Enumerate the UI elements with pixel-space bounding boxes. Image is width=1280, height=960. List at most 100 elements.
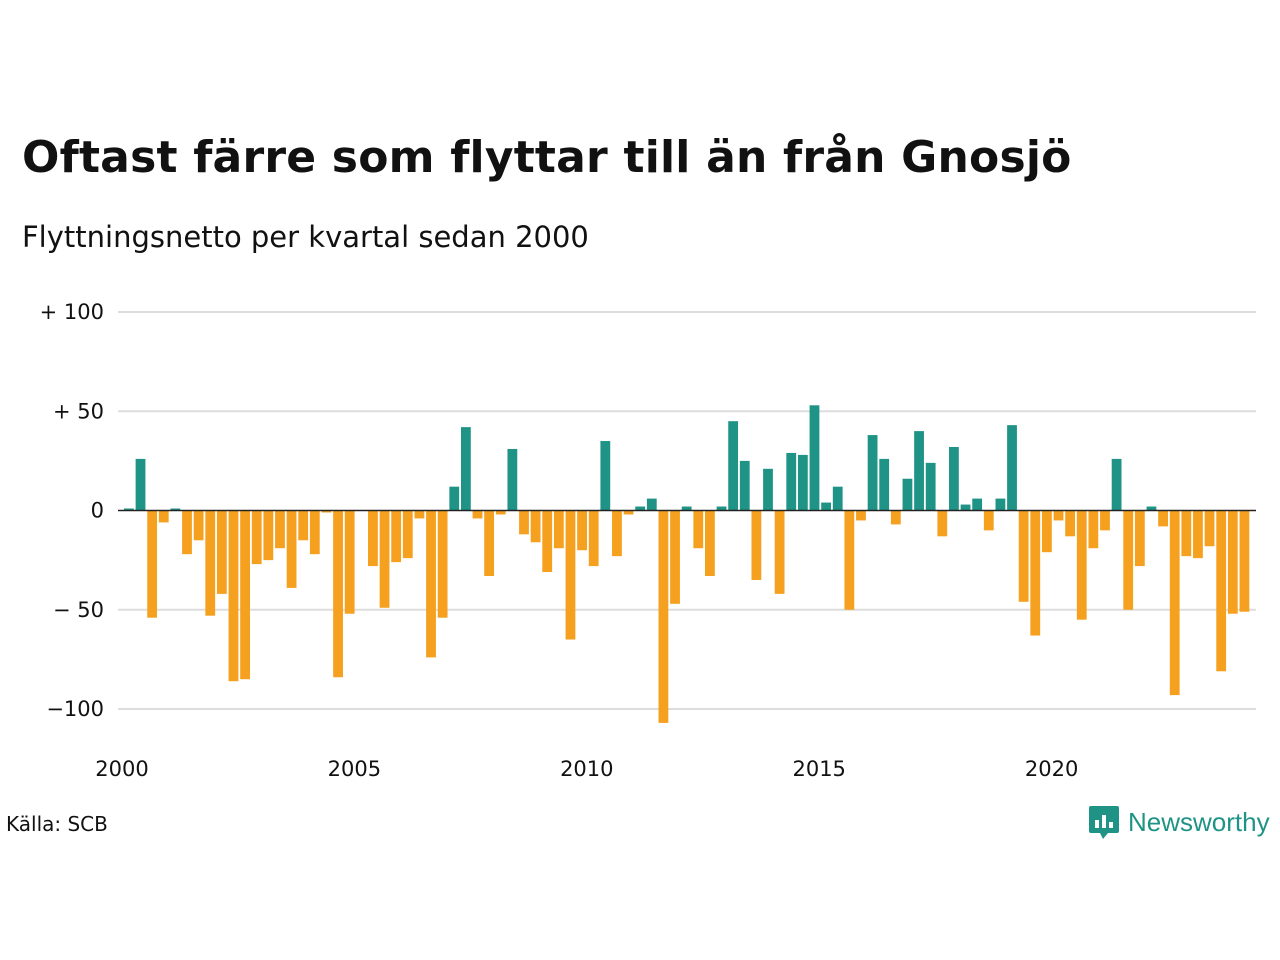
bar [600, 441, 611, 511]
bar [1088, 510, 1099, 549]
bar [426, 510, 436, 658]
bar [414, 510, 425, 519]
bar [1030, 510, 1041, 636]
bar [1076, 510, 1087, 620]
bar [565, 510, 576, 640]
bar [205, 510, 216, 616]
bar [809, 405, 820, 511]
bar [519, 510, 529, 535]
bar-layer [124, 405, 1250, 723]
bar [472, 510, 483, 519]
bar [1216, 510, 1227, 672]
x-tick-label: 2010 [560, 757, 613, 781]
bar [623, 510, 634, 515]
bar [437, 510, 448, 618]
bar [890, 510, 901, 525]
bar [797, 454, 808, 511]
bar [983, 510, 994, 531]
bar [507, 448, 518, 511]
bar [995, 498, 1006, 511]
bar [158, 510, 169, 523]
bar [693, 510, 704, 549]
bar [681, 506, 692, 511]
bar [391, 510, 402, 563]
bar [832, 486, 843, 511]
bar [402, 510, 413, 559]
bar [193, 510, 204, 541]
bar [914, 431, 924, 511]
bar [867, 435, 878, 511]
source-note: Källa: SCB [6, 812, 108, 836]
bar [821, 502, 831, 511]
chart-title: Oftast färre som flyttar till än från Gn… [22, 132, 1072, 183]
bar [1053, 510, 1064, 521]
bar [1158, 510, 1168, 527]
bar [553, 510, 564, 549]
bar [1065, 510, 1076, 537]
bar [786, 452, 797, 511]
bar [1193, 510, 1203, 559]
bar [1181, 510, 1192, 557]
bar [228, 510, 239, 682]
bar [1227, 510, 1238, 614]
bar [763, 468, 773, 511]
bar [856, 510, 866, 521]
bar [379, 510, 390, 608]
bar [495, 510, 506, 515]
bar [286, 510, 297, 588]
bar [1146, 506, 1157, 511]
bar [751, 510, 762, 580]
bar [275, 510, 285, 549]
bar [216, 510, 227, 594]
bar [646, 498, 657, 511]
bar [542, 510, 553, 573]
bar [577, 510, 587, 551]
bar [739, 460, 750, 511]
bar [344, 510, 355, 614]
bar [484, 510, 495, 577]
bar [368, 510, 378, 567]
bar [612, 510, 622, 557]
bar [449, 486, 460, 511]
bar [1204, 510, 1215, 547]
bar [135, 458, 146, 511]
bar [902, 478, 913, 511]
y-tick-label: −100 [46, 697, 104, 721]
bar [1169, 510, 1180, 696]
bar [170, 508, 181, 511]
brand-name: Newsworthy [1128, 806, 1270, 837]
bar [263, 510, 274, 561]
x-tick-label: 2000 [95, 757, 148, 781]
bar [1134, 510, 1145, 567]
bar [1111, 458, 1122, 511]
chart-subtitle: Flyttningsnetto per kvartal sedan 2000 [22, 220, 589, 254]
bar [925, 462, 936, 511]
x-tick-label: 2005 [328, 757, 381, 781]
bar [1041, 510, 1052, 553]
bar [240, 510, 250, 680]
bar [844, 510, 855, 610]
x-tick-label: 2020 [1025, 757, 1078, 781]
bar [1123, 510, 1134, 610]
bar [1100, 510, 1110, 531]
bar [1239, 510, 1250, 612]
bar [716, 506, 727, 511]
bar [728, 421, 739, 511]
bar [251, 510, 262, 565]
y-tick-label: 0 [91, 499, 104, 523]
y-tick-label: + 100 [40, 300, 104, 324]
bar [124, 508, 134, 511]
bar [949, 446, 959, 511]
bar [321, 510, 332, 513]
y-tick-label: − 50 [53, 598, 104, 622]
bar [460, 427, 471, 511]
bar [972, 498, 983, 511]
bar [333, 510, 343, 678]
bar [960, 504, 971, 511]
y-tick-label: + 50 [53, 399, 104, 423]
bar [879, 458, 890, 511]
newsworthy-logo-icon [1089, 806, 1119, 839]
brand-logo: Newsworthy [1088, 802, 1270, 842]
bar [298, 510, 309, 541]
